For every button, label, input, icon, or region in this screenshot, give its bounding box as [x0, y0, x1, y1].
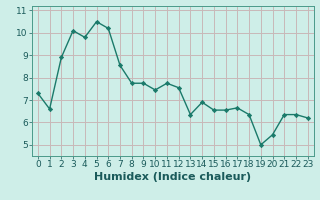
- X-axis label: Humidex (Indice chaleur): Humidex (Indice chaleur): [94, 172, 252, 182]
